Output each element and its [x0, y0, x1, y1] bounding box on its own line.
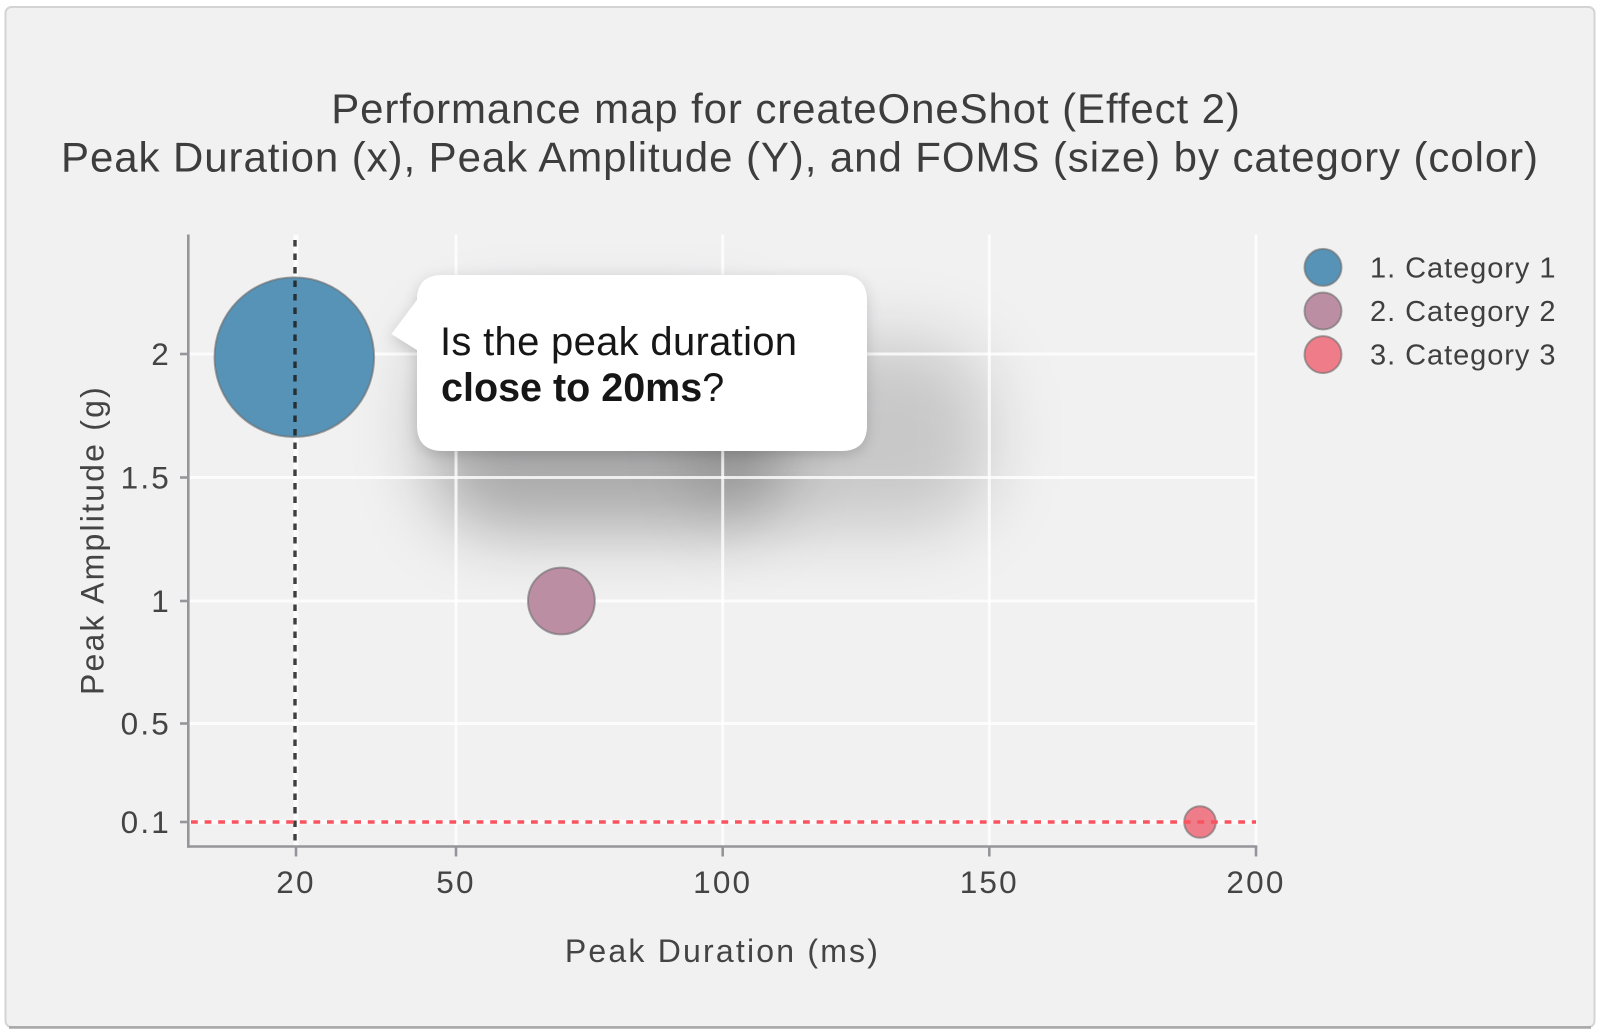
svg-text:1.5: 1.5 — [121, 460, 171, 496]
svg-text:0.1: 0.1 — [121, 804, 171, 840]
svg-text:2. Category 2: 2. Category 2 — [1370, 296, 1556, 328]
svg-text:Peak Duration (ms): Peak Duration (ms) — [565, 933, 880, 969]
svg-text:Peak Amplitude (g): Peak Amplitude (g) — [75, 385, 111, 695]
svg-text:100: 100 — [693, 864, 752, 900]
svg-text:close to 20ms?: close to 20ms? — [441, 366, 724, 410]
svg-text:Peak Duration (x), Peak Amplit: Peak Duration (x), Peak Amplitude (Y), a… — [61, 134, 1539, 181]
svg-text:1. Category 1: 1. Category 1 — [1370, 253, 1556, 285]
svg-text:0.5: 0.5 — [121, 706, 171, 742]
svg-text:200: 200 — [1226, 864, 1285, 900]
svg-text:20: 20 — [276, 864, 315, 900]
svg-text:50: 50 — [436, 864, 475, 900]
svg-text:Performance map for createOneS: Performance map for createOneShot (Effec… — [331, 85, 1241, 132]
svg-text:150: 150 — [960, 864, 1019, 900]
svg-text:1: 1 — [151, 583, 171, 619]
svg-text:Is the peak duration: Is the peak duration — [440, 320, 797, 364]
svg-text:3. Category 3: 3. Category 3 — [1370, 340, 1556, 372]
svg-text:2: 2 — [151, 336, 171, 372]
